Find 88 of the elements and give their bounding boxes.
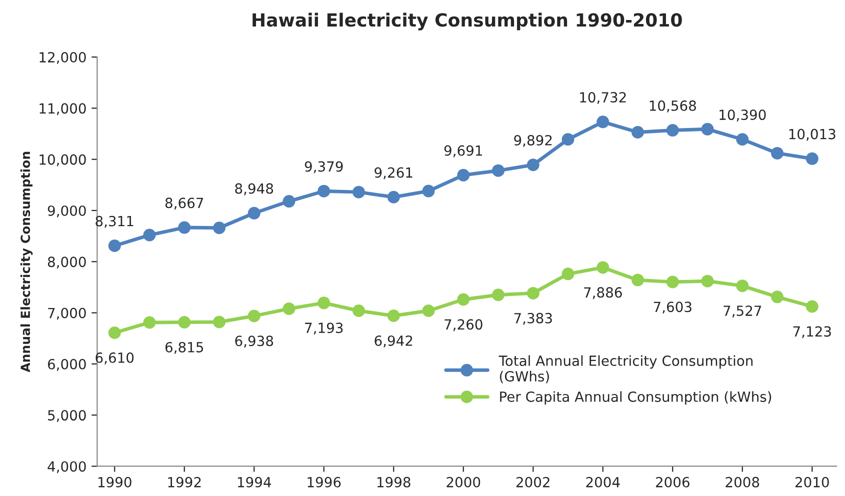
y-tick-label: 5,000 (48, 410, 86, 422)
data-label: 9,691 (444, 145, 482, 158)
y-tick-label: 6,000 (48, 358, 86, 371)
point (736, 133, 749, 146)
point (352, 186, 365, 198)
point (248, 206, 260, 220)
chart-title: Hawaii Electricity Consumption 1990-2010 (252, 12, 682, 30)
point (352, 304, 365, 317)
x-tick-label: 2006 (656, 476, 690, 488)
x-tick-label: 2002 (516, 476, 550, 488)
data-label: 7,193 (305, 322, 343, 335)
data-label: 7,603 (654, 302, 692, 314)
point (562, 268, 574, 280)
point (108, 326, 121, 339)
data-label: 8,311 (96, 216, 134, 228)
point (806, 300, 818, 313)
point (248, 310, 260, 322)
point (492, 288, 504, 302)
point (666, 124, 679, 137)
point (771, 290, 784, 304)
data-label: 6,610 (96, 352, 134, 364)
data-label: 10,732 (580, 92, 626, 104)
y-tick-label: 10,000 (40, 154, 86, 166)
x-tick-label: 1998 (377, 476, 410, 488)
point (143, 228, 156, 242)
y-tick-label: 9,000 (48, 205, 86, 218)
point (806, 152, 818, 165)
data-label: 7,886 (584, 287, 622, 300)
x-tick-label: 2008 (726, 476, 760, 488)
legend-label: Per Capita Annual Consumption (kWhs) (500, 391, 772, 405)
data-label: 9,261 (374, 167, 412, 180)
data-label: 8,667 (165, 198, 204, 210)
point (318, 184, 330, 198)
point (632, 126, 644, 138)
point (387, 310, 400, 322)
y-tick-label: 12,000 (40, 52, 86, 64)
point (771, 146, 784, 160)
data-label: 10,390 (720, 110, 766, 122)
data-label: 6,938 (235, 336, 274, 348)
y-tick-label: 11,000 (40, 103, 86, 116)
y-axis-title: Annual Electricity Consumption (20, 152, 33, 372)
point (282, 195, 296, 208)
point (526, 158, 540, 172)
x-tick-label: 1992 (168, 476, 201, 488)
x-tick-label: 2000 (446, 476, 480, 488)
data-label: 9,379 (304, 161, 343, 174)
data-label: 7,123 (793, 326, 831, 338)
point (596, 261, 610, 274)
point (526, 286, 540, 300)
data-label: 10,568 (650, 100, 696, 112)
x-tick-label: 1990 (98, 476, 132, 488)
point (282, 302, 296, 315)
data-label: 6,815 (165, 342, 204, 354)
y-tick-label: 7,000 (48, 308, 86, 320)
data-label: 10,013 (789, 128, 836, 141)
point (422, 304, 435, 317)
point (666, 276, 679, 288)
point (736, 280, 749, 292)
legend-label: Total Annual Electricity Consumption (GWhs) (498, 355, 753, 384)
point (178, 316, 191, 329)
data-label: 7,383 (514, 312, 552, 325)
point (387, 190, 400, 204)
point (457, 293, 470, 306)
point (318, 296, 330, 310)
data-label: 9,892 (514, 135, 552, 147)
point (178, 221, 191, 234)
point (632, 274, 644, 286)
data-label: 7,260 (444, 319, 482, 332)
point (143, 316, 156, 329)
data-label: 6,942 (374, 335, 412, 348)
point (212, 316, 226, 328)
point (701, 274, 714, 288)
point (701, 122, 714, 136)
point (108, 239, 121, 252)
x-tick-label: 2004 (586, 476, 620, 488)
x-tick-label: 1994 (238, 476, 272, 488)
y-tick-label: 8,000 (48, 256, 86, 269)
point (596, 116, 610, 128)
point (492, 164, 504, 177)
x-tick-label: 1996 (308, 476, 341, 488)
point (562, 133, 574, 146)
point (457, 168, 470, 182)
data-label: 7,527 (724, 306, 762, 318)
y-tick-label: 4,000 (48, 461, 86, 474)
point (422, 184, 435, 198)
point (212, 222, 226, 234)
data-label: 8,948 (235, 183, 274, 196)
x-tick-label: 2010 (795, 476, 829, 488)
